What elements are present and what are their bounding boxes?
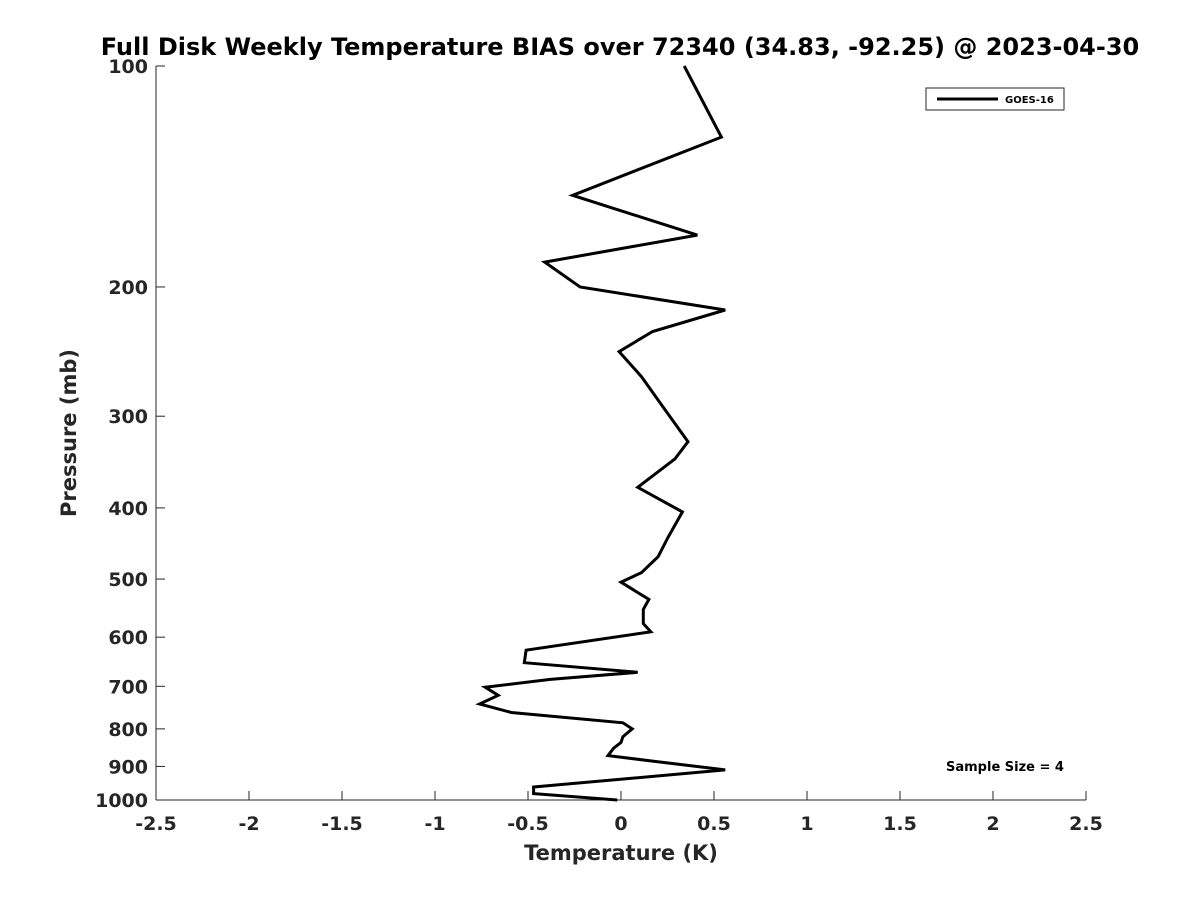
x-tick-label: -1.5	[321, 813, 363, 835]
x-tick-label: -0.5	[507, 813, 549, 835]
x-tick-label: 0.5	[697, 813, 731, 835]
y-tick-label: 600	[108, 627, 148, 649]
x-tick-label: 1.5	[883, 813, 917, 835]
y-tick-label: 700	[108, 676, 148, 698]
y-axis-label: Pressure (mb)	[57, 349, 81, 517]
y-tick-label: 200	[108, 277, 148, 299]
y-tick-label: 1000	[95, 790, 148, 812]
x-axis-ticks: -2.5 -2 -1.5 -1 -0.5 0 0.5 1 1.5 2 2.5	[135, 791, 1103, 835]
sample-size-annotation: Sample Size = 4	[946, 760, 1064, 775]
legend-entry-label: GOES-16	[1005, 95, 1054, 106]
y-tick-label: 800	[108, 719, 148, 741]
chart-title: Full Disk Weekly Temperature BIAS over 7…	[101, 33, 1140, 61]
y-tick-label: 100	[108, 56, 148, 78]
x-tick-label: 1	[800, 813, 813, 835]
x-tick-label: 2	[986, 813, 999, 835]
x-tick-label: -2	[238, 813, 259, 835]
series-lines	[475, 65, 726, 802]
x-axis-label: Temperature (K)	[524, 841, 718, 865]
legend: GOES-16	[925, 87, 1065, 111]
x-tick-label: 2.5	[1069, 813, 1103, 835]
y-tick-label: 900	[108, 756, 148, 778]
x-tick-label: 0	[614, 813, 627, 835]
y-tick-label: 300	[108, 406, 148, 428]
y-tick-label: 400	[108, 498, 148, 520]
y-axis-ticks: 100 200 300 400 500 600 700 800 900 1000	[95, 56, 165, 812]
series-line-goes-16	[475, 65, 726, 802]
y-tick-label: 500	[108, 569, 148, 591]
x-tick-label: -1	[424, 813, 445, 835]
x-tick-label: -2.5	[135, 813, 177, 835]
